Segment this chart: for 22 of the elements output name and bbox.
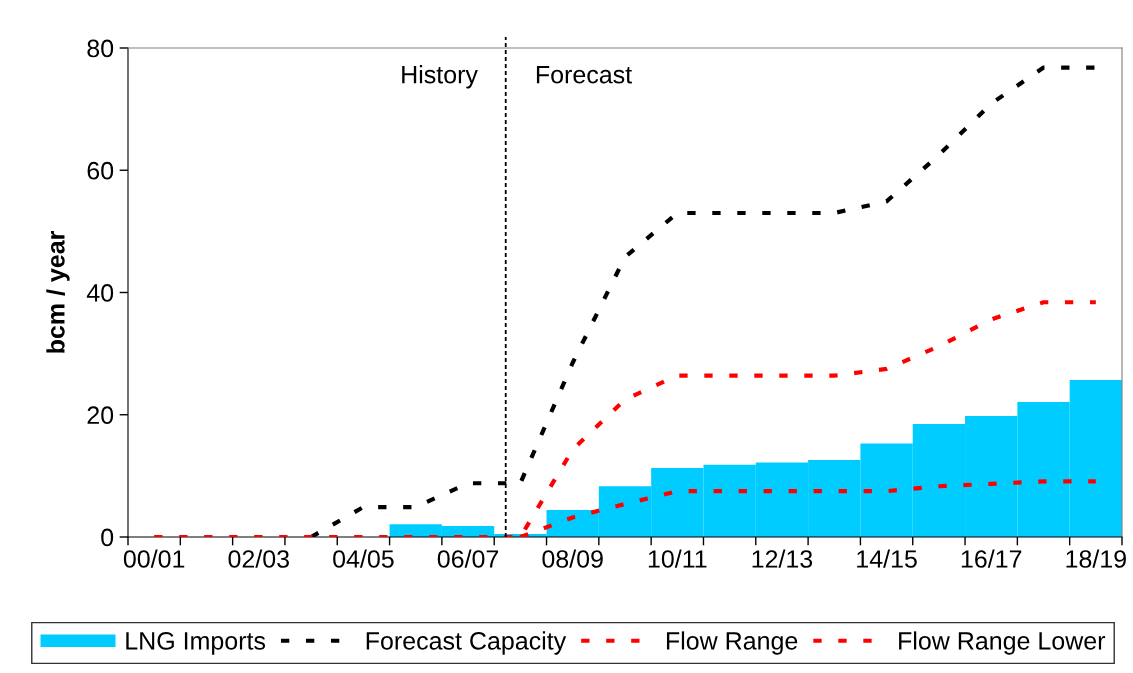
x-tick-label: 04/05	[333, 549, 394, 568]
legend-label: Forecast Capacity	[366, 631, 567, 655]
y-tick-label: 80	[87, 39, 114, 58]
x-tick-label: 12/13	[752, 549, 813, 568]
x-tick-label: 18/19	[1066, 549, 1126, 568]
x-tick-label: 10/11	[648, 549, 707, 568]
x-tick-label: 08/09	[542, 549, 603, 568]
legend-label: Flow Range	[666, 631, 798, 655]
legend-label: Flow Range Lower	[899, 631, 1106, 655]
legend-label: LNG Imports	[126, 632, 266, 655]
y-tick-label: 0	[101, 528, 114, 547]
x-tick-label: 06/07	[437, 549, 499, 568]
y-tick-label: 40	[86, 284, 114, 302]
x-tick-label: 14/15	[857, 549, 917, 568]
annotation: Forecast	[536, 66, 632, 84]
x-tick-label: 02/03	[228, 549, 289, 568]
y-axis-title: bcm / year	[46, 231, 70, 353]
annotation: History	[402, 65, 478, 89]
x-tick-label: 00/01	[123, 549, 185, 568]
y-tick-label: 20	[87, 406, 114, 425]
x-tick-label: 16/17	[961, 549, 1022, 568]
y-tick-label: 60	[87, 161, 114, 180]
